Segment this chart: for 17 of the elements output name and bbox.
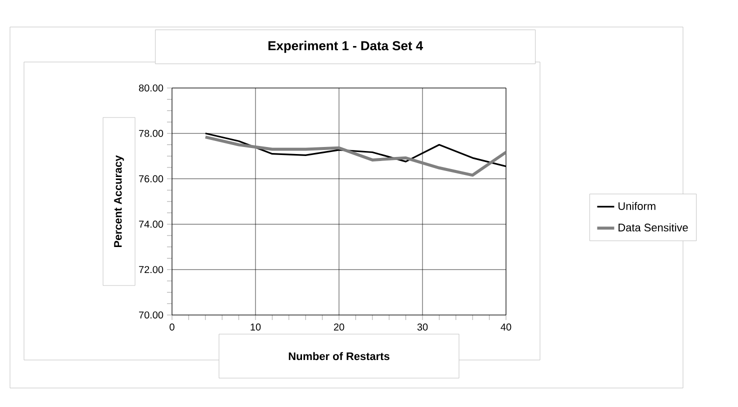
x-tick-label: 20 bbox=[334, 324, 344, 331]
y-axis-title: Percent Accuracy bbox=[114, 155, 124, 248]
legend-label: Uniform bbox=[618, 202, 656, 210]
y-tick-label: 80.00 bbox=[138, 84, 164, 92]
line-series bbox=[204, 136, 506, 177]
x-tick-label: 0 bbox=[170, 324, 174, 331]
chart-title: Experiment 1 - Data Set 4 bbox=[268, 40, 424, 53]
y-tick-label: 70.00 bbox=[139, 311, 164, 319]
y-tick-label: 76.00 bbox=[139, 175, 164, 182]
x-tick-label: 40 bbox=[500, 324, 512, 331]
x-tick-label: 30 bbox=[417, 324, 428, 331]
x-tick-label: 10 bbox=[250, 324, 261, 331]
y-tick-label: 74.00 bbox=[139, 220, 164, 228]
x-axis-title: Number of Restarts bbox=[288, 352, 390, 360]
y-tick-label: 72.00 bbox=[139, 266, 164, 274]
y-tick-label: 78.00 bbox=[139, 130, 164, 137]
legend-label: Data Sensitive bbox=[618, 223, 688, 232]
